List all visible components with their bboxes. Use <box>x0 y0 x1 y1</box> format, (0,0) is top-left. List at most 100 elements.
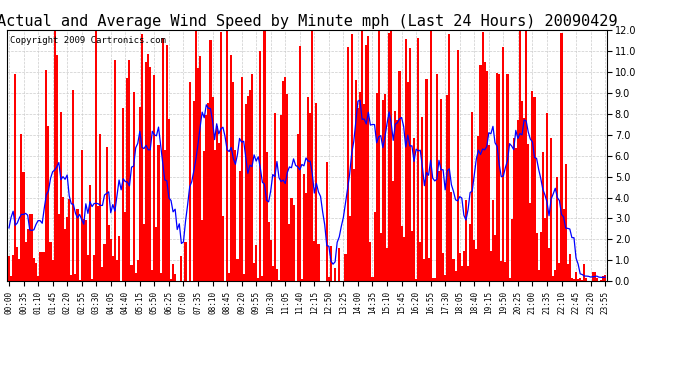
Bar <box>241 77 243 281</box>
Bar <box>444 275 446 281</box>
Bar <box>440 99 442 281</box>
Bar <box>132 92 135 281</box>
Bar <box>91 279 93 281</box>
Bar <box>538 270 540 281</box>
Bar <box>68 199 70 281</box>
Bar <box>41 252 43 281</box>
Bar <box>511 219 513 281</box>
Bar <box>29 214 31 281</box>
Bar <box>262 276 264 281</box>
Bar <box>299 46 301 281</box>
Bar <box>585 278 587 281</box>
Bar <box>272 266 274 281</box>
Bar <box>432 278 434 281</box>
Bar <box>226 30 228 281</box>
Bar <box>210 40 212 281</box>
Bar <box>122 108 124 281</box>
Bar <box>62 198 64 281</box>
Bar <box>475 249 477 281</box>
Bar <box>359 92 361 281</box>
Bar <box>566 264 569 281</box>
Bar <box>392 181 394 281</box>
Bar <box>208 103 210 281</box>
Bar <box>446 95 448 281</box>
Bar <box>139 107 141 281</box>
Bar <box>52 260 54 281</box>
Bar <box>420 242 422 281</box>
Bar <box>398 71 400 281</box>
Bar <box>87 255 89 281</box>
Bar <box>233 82 235 281</box>
Bar <box>484 62 486 281</box>
Bar <box>188 82 190 281</box>
Bar <box>461 266 463 281</box>
Bar <box>417 38 420 281</box>
Text: Copyright 2009 Cartronics.com: Copyright 2009 Cartronics.com <box>10 36 166 45</box>
Bar <box>424 259 426 281</box>
Bar <box>363 104 365 281</box>
Bar <box>457 50 459 281</box>
Bar <box>230 55 233 281</box>
Bar <box>480 64 482 281</box>
Bar <box>587 280 589 281</box>
Bar <box>422 117 424 281</box>
Bar <box>266 152 268 281</box>
Bar <box>268 222 270 281</box>
Bar <box>130 265 132 281</box>
Bar <box>544 218 546 281</box>
Bar <box>278 280 280 281</box>
Bar <box>394 111 396 281</box>
Bar <box>328 277 330 281</box>
Bar <box>517 120 519 281</box>
Bar <box>548 248 550 281</box>
Bar <box>128 60 130 281</box>
Bar <box>33 258 35 281</box>
Bar <box>214 150 216 281</box>
Bar <box>8 256 10 281</box>
Bar <box>527 144 529 281</box>
Bar <box>118 236 120 281</box>
Bar <box>203 151 205 281</box>
Bar <box>212 98 214 281</box>
Bar <box>477 136 480 281</box>
Bar <box>180 256 182 281</box>
Bar <box>413 138 415 281</box>
Bar <box>58 213 60 281</box>
Bar <box>550 138 552 281</box>
Bar <box>72 90 75 281</box>
Bar <box>12 255 14 281</box>
Bar <box>151 270 153 281</box>
Bar <box>569 254 571 281</box>
Bar <box>434 278 436 281</box>
Bar <box>137 260 139 281</box>
Bar <box>554 270 556 281</box>
Bar <box>218 143 220 281</box>
Bar <box>577 279 579 281</box>
Bar <box>48 126 50 281</box>
Bar <box>326 162 328 281</box>
Bar <box>600 280 602 281</box>
Bar <box>290 198 293 281</box>
Bar <box>79 280 81 281</box>
Bar <box>317 244 319 281</box>
Bar <box>581 280 583 281</box>
Bar <box>274 113 276 281</box>
Bar <box>157 145 159 281</box>
Bar <box>159 273 161 281</box>
Bar <box>542 152 544 281</box>
Bar <box>276 269 278 281</box>
Bar <box>500 261 502 281</box>
Bar <box>199 56 201 281</box>
Bar <box>293 205 295 281</box>
Bar <box>562 209 564 281</box>
Bar <box>21 134 23 281</box>
Bar <box>448 34 451 281</box>
Bar <box>583 264 585 281</box>
Bar <box>535 233 538 281</box>
Bar <box>116 260 118 281</box>
Bar <box>174 274 176 281</box>
Bar <box>143 224 145 281</box>
Bar <box>184 242 186 281</box>
Bar <box>330 246 332 281</box>
Bar <box>286 94 288 281</box>
